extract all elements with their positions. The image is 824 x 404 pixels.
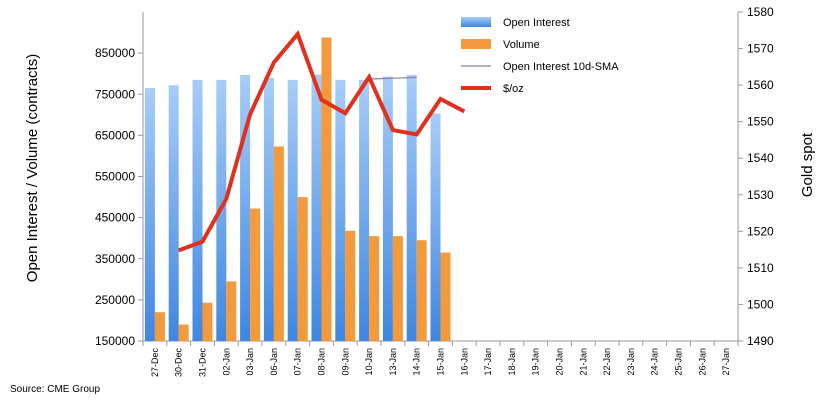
volume-bar [202,302,213,341]
volume-bar [297,197,308,341]
y2-tick-label: 1530 [747,188,774,202]
x-tick-label: 08-Jan [317,348,327,376]
x-tick-label: 03-Jan [245,348,255,376]
x-tick-label: 22-Jan [602,348,612,376]
y2-tick-label: 1540 [747,151,774,165]
x-tick-label: 26-Jan [697,348,707,376]
y-tick-label: 850000 [95,46,135,60]
x-tick-label: 13-Jan [388,348,398,376]
open-interest-bar [335,79,346,341]
y-axis-title: Open Interest / Volume (contracts) [24,54,41,282]
plot-area: 150000 250000 350000 450000 550000 650000 7500… [95,5,774,377]
y2-tick-label: 1520 [747,224,774,238]
x-tick-label: 31-Dec [198,348,208,378]
y2-tick-label: 1560 [747,78,774,92]
x-tick-label: 20-Jan [555,348,565,376]
volume-bar [178,324,189,341]
open-interest-bar [168,85,179,341]
y-tick-label: 250000 [95,293,135,307]
y2-tick-label: 1550 [747,115,774,129]
x-tick-label: 15-Jan [436,348,446,376]
legend-swatch [461,17,491,27]
x-tick-label: 24-Jan [650,348,660,376]
volume-bar [345,230,356,341]
x-tick-label: 19-Jan [531,348,541,376]
x-tick-label: 25-Jan [674,348,684,376]
source-note: Source: CME Group [10,384,100,395]
x-tick-label: 07-Jan [293,348,303,376]
open-interest-bar [406,74,417,341]
legend-swatch [461,39,491,49]
y2-tick-label: 1490 [747,334,774,348]
x-tick-label: 27-Jan [721,348,731,376]
x-tick-label: 21-Jan [578,348,588,376]
legend-label: Volume [503,39,540,51]
x-tick-label: 09-Jan [340,348,350,376]
open-interest-bar [144,88,155,341]
y-tick-label: 150000 [95,334,135,348]
legend-label: $/oz [503,83,524,95]
x-tick-label: 17-Jan [483,348,493,376]
y-tick-label: 750000 [95,87,135,101]
x-tick-label: 06-Jan [269,348,279,376]
open-interest-bar [359,79,370,341]
x-tick-label: 27-Dec [150,348,160,378]
oi-sma-line [369,76,417,80]
y2-tick-label: 1510 [747,261,774,275]
y-tick-label: 650000 [95,128,135,142]
x-tick-label: 23-Jan [626,348,636,376]
volume-bar [226,281,237,341]
y2-tick-label: 1570 [747,42,774,56]
x-tick-label: 16-Jan [459,348,469,376]
volume-bar [273,146,284,341]
y-tick-label: 350000 [95,252,135,266]
volume-bar [154,312,165,341]
x-tick-label: 30-Dec [174,348,184,378]
x-tick-label: 02-Jan [221,348,231,376]
open-interest-bar [240,74,251,341]
y2-tick-label: 1500 [747,297,774,311]
x-tick-label: 18-Jan [507,348,517,376]
y-tick-label: 450000 [95,211,135,225]
volume-bar [440,252,451,341]
x-tick-label: 14-Jan [412,348,422,376]
y-tick-label: 550000 [95,170,135,184]
volume-bar [369,236,380,341]
open-interest-bar [192,79,203,341]
y2-axis-title: Gold spot [799,132,816,197]
volume-bar [321,37,332,342]
volume-bar [250,208,261,341]
legend-label: Open Interest [503,17,570,29]
open-interest-bar [311,74,322,341]
volume-bar [392,236,403,341]
open-interest-bar [263,77,274,342]
open-interest-bar [382,76,393,341]
legend-label: Open Interest 10d-SMA [503,61,619,73]
volume-bar [416,240,427,341]
x-tick-label: 10-Jan [364,348,374,376]
gold-price-line [178,29,466,253]
y2-tick-label: 1580 [747,5,774,19]
open-interest-bar [430,113,441,341]
open-interest-bar [287,79,298,341]
